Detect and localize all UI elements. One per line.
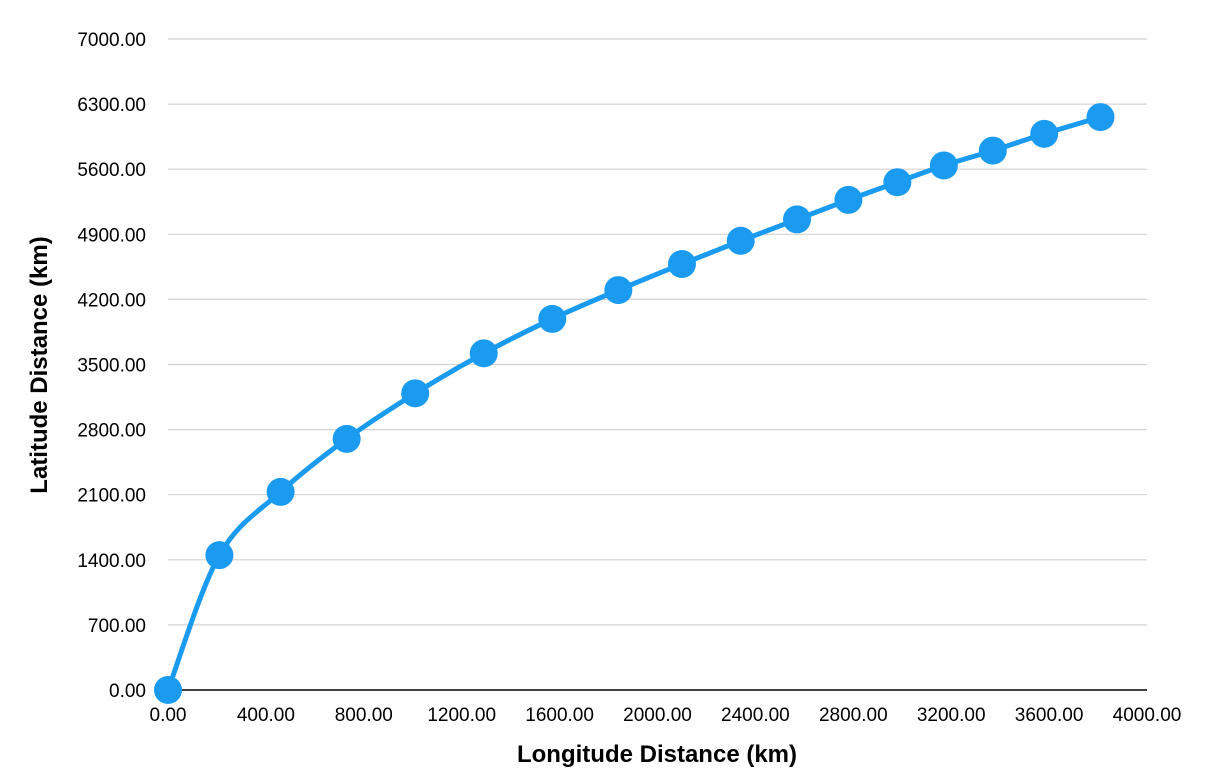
x-tick-label: 2800.00 bbox=[819, 705, 888, 726]
y-tick-label: 2100.00 bbox=[77, 486, 146, 507]
y-tick-label: 5600.00 bbox=[77, 160, 146, 181]
gridlines bbox=[168, 38, 1147, 626]
y-tick-label: 700.00 bbox=[88, 616, 146, 637]
data-point bbox=[929, 151, 958, 180]
data-point bbox=[978, 136, 1007, 165]
x-axis-tick-labels: 0.00 400.00 800.00 1200.00 1600.00 2000.00 240… bbox=[150, 705, 1182, 726]
x-tick-label: 0.00 bbox=[150, 705, 187, 726]
data-point bbox=[401, 379, 430, 408]
y-tick-label: 0.00 bbox=[109, 681, 146, 702]
x-tick-label: 800.00 bbox=[335, 705, 393, 726]
y-tick-label: 4200.00 bbox=[77, 290, 146, 311]
y-tick-label: 3500.00 bbox=[77, 356, 146, 377]
y-tick-label: 1400.00 bbox=[77, 551, 146, 572]
data-point bbox=[726, 226, 755, 255]
data-point bbox=[538, 304, 567, 333]
y-tick-label: 4900.00 bbox=[77, 225, 146, 246]
data-point bbox=[469, 339, 498, 368]
data-point bbox=[883, 168, 912, 197]
data-series bbox=[154, 103, 1115, 704]
series-line bbox=[165, 114, 1103, 693]
data-point bbox=[266, 477, 295, 506]
data-point bbox=[783, 205, 812, 234]
data-point bbox=[154, 676, 182, 704]
x-tick-label: 400.00 bbox=[237, 705, 295, 726]
x-tick-label: 1600.00 bbox=[525, 705, 594, 726]
y-axis-title: Latitude Distance (km) bbox=[26, 236, 53, 493]
data-point bbox=[834, 185, 863, 214]
y-axis-tick-labels: 0.00 700.00 1400.00 2100.00 2800.00 3500.00 42… bbox=[77, 30, 146, 702]
y-tick-label: 7000.00 bbox=[77, 30, 146, 51]
x-tick-label: 3200.00 bbox=[917, 705, 986, 726]
x-tick-label: 4000.00 bbox=[1113, 705, 1182, 726]
data-point bbox=[205, 541, 234, 570]
x-tick-label: 2000.00 bbox=[623, 705, 692, 726]
data-point bbox=[1030, 119, 1059, 148]
y-tick-label: 2800.00 bbox=[77, 421, 146, 442]
x-tick-label: 3600.00 bbox=[1015, 705, 1084, 726]
x-tick-label: 1200.00 bbox=[427, 705, 496, 726]
x-axis-title: Longitude Distance (km) bbox=[517, 741, 797, 768]
data-point bbox=[332, 424, 361, 453]
x-tick-label: 2400.00 bbox=[721, 705, 790, 726]
y-tick-label: 6300.00 bbox=[77, 95, 146, 116]
data-point bbox=[667, 250, 696, 279]
data-point bbox=[1086, 103, 1115, 132]
data-point bbox=[604, 276, 633, 305]
